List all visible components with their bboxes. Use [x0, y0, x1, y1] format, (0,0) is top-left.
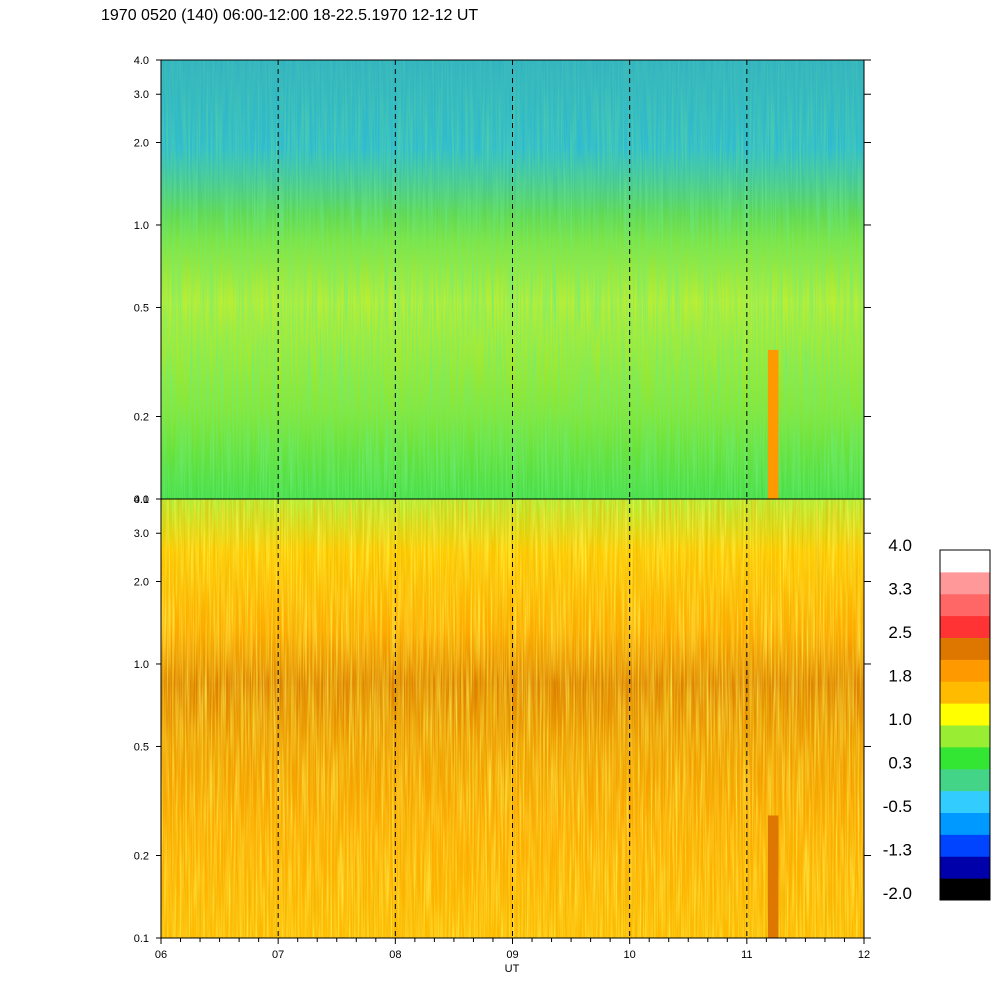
- feature-patch: [767, 349, 779, 499]
- colorbar-swatch: [940, 571, 990, 595]
- x-tick-label: 08: [389, 949, 401, 961]
- colorbar-label: 1.8: [888, 667, 912, 686]
- y-tick-label: 0.5: [134, 741, 149, 753]
- y-tick-label: 4.0: [134, 494, 149, 506]
- chart-title: 1970 0520 (140) 06:00-12:00 18-22.5.1970…: [101, 7, 478, 24]
- colorbar-swatch: [940, 593, 990, 617]
- x-tick-label: 07: [272, 949, 284, 961]
- colorbar-label: -2.0: [883, 884, 912, 903]
- colorbar-swatch: [940, 637, 990, 660]
- colorbar-swatch: [940, 834, 990, 857]
- x-tick-label: 10: [624, 949, 636, 961]
- colorbar-swatch: [940, 550, 990, 573]
- colorbar-swatch: [940, 746, 990, 770]
- colorbar-swatch: [940, 725, 990, 748]
- colorbar-swatch: [940, 856, 990, 879]
- colorbar-swatch: [940, 878, 990, 901]
- colorbar-frame: [939, 549, 991, 901]
- x-axis-label: UT: [505, 963, 520, 975]
- colorbar-swatch: [940, 703, 990, 726]
- colorbar-swatch: [940, 615, 990, 638]
- y-tick-label: 1.0: [134, 659, 149, 671]
- colorbar-label: 0.3: [888, 754, 912, 773]
- colorbar-label: 3.3: [888, 580, 912, 599]
- colorbar-label: 4.0: [888, 536, 912, 555]
- y-tick-label: 2.0: [134, 576, 149, 588]
- y-tick-label: 2.0: [134, 137, 149, 149]
- colorbar-swatch: [940, 681, 990, 704]
- y-tick-label: 0.2: [134, 412, 149, 424]
- x-axis: 06 07 08 09 10 11 12: [155, 938, 870, 961]
- colorbar-swatch: [940, 659, 990, 682]
- x-tick-label: 09: [506, 949, 518, 961]
- upper-panel: 0.1 0.2 0.5 1.0 2.0 3.0 4.0: [134, 55, 871, 506]
- colorbar-swatch: [940, 812, 990, 835]
- x-tick-label: 12: [858, 949, 870, 961]
- colorbar-label: 2.5: [888, 623, 912, 642]
- colorbar-label: 1.0: [888, 710, 912, 729]
- colorbar-label: -0.5: [883, 797, 912, 816]
- x-tick-label: 11: [741, 949, 752, 961]
- y-tick-label: 4.0: [134, 55, 149, 67]
- x-tick-label: 06: [155, 949, 167, 961]
- y-tick-label: 0.2: [134, 851, 149, 863]
- y-tick-label: 0.1: [134, 933, 149, 945]
- colorbar-label: -1.3: [883, 841, 912, 860]
- y-tick-label: 3.0: [134, 528, 149, 540]
- y-tick-label: 1.0: [134, 220, 149, 232]
- feature-patch: [767, 815, 779, 938]
- y-tick-label: 0.5: [134, 302, 149, 314]
- lower-panel: 0.1 0.2 0.5 1.0 2.0 3.0 4.0: [134, 494, 871, 945]
- colorbar: 4.0 3.3 2.5 1.8 1.0 0.3 -0.5 -1.3 -2.0: [883, 536, 991, 903]
- y-tick-label: 3.0: [134, 89, 149, 101]
- colorbar-swatch: [940, 768, 990, 792]
- colorbar-swatch: [940, 790, 990, 813]
- y-tick-label: 0.1: [134, 494, 149, 506]
